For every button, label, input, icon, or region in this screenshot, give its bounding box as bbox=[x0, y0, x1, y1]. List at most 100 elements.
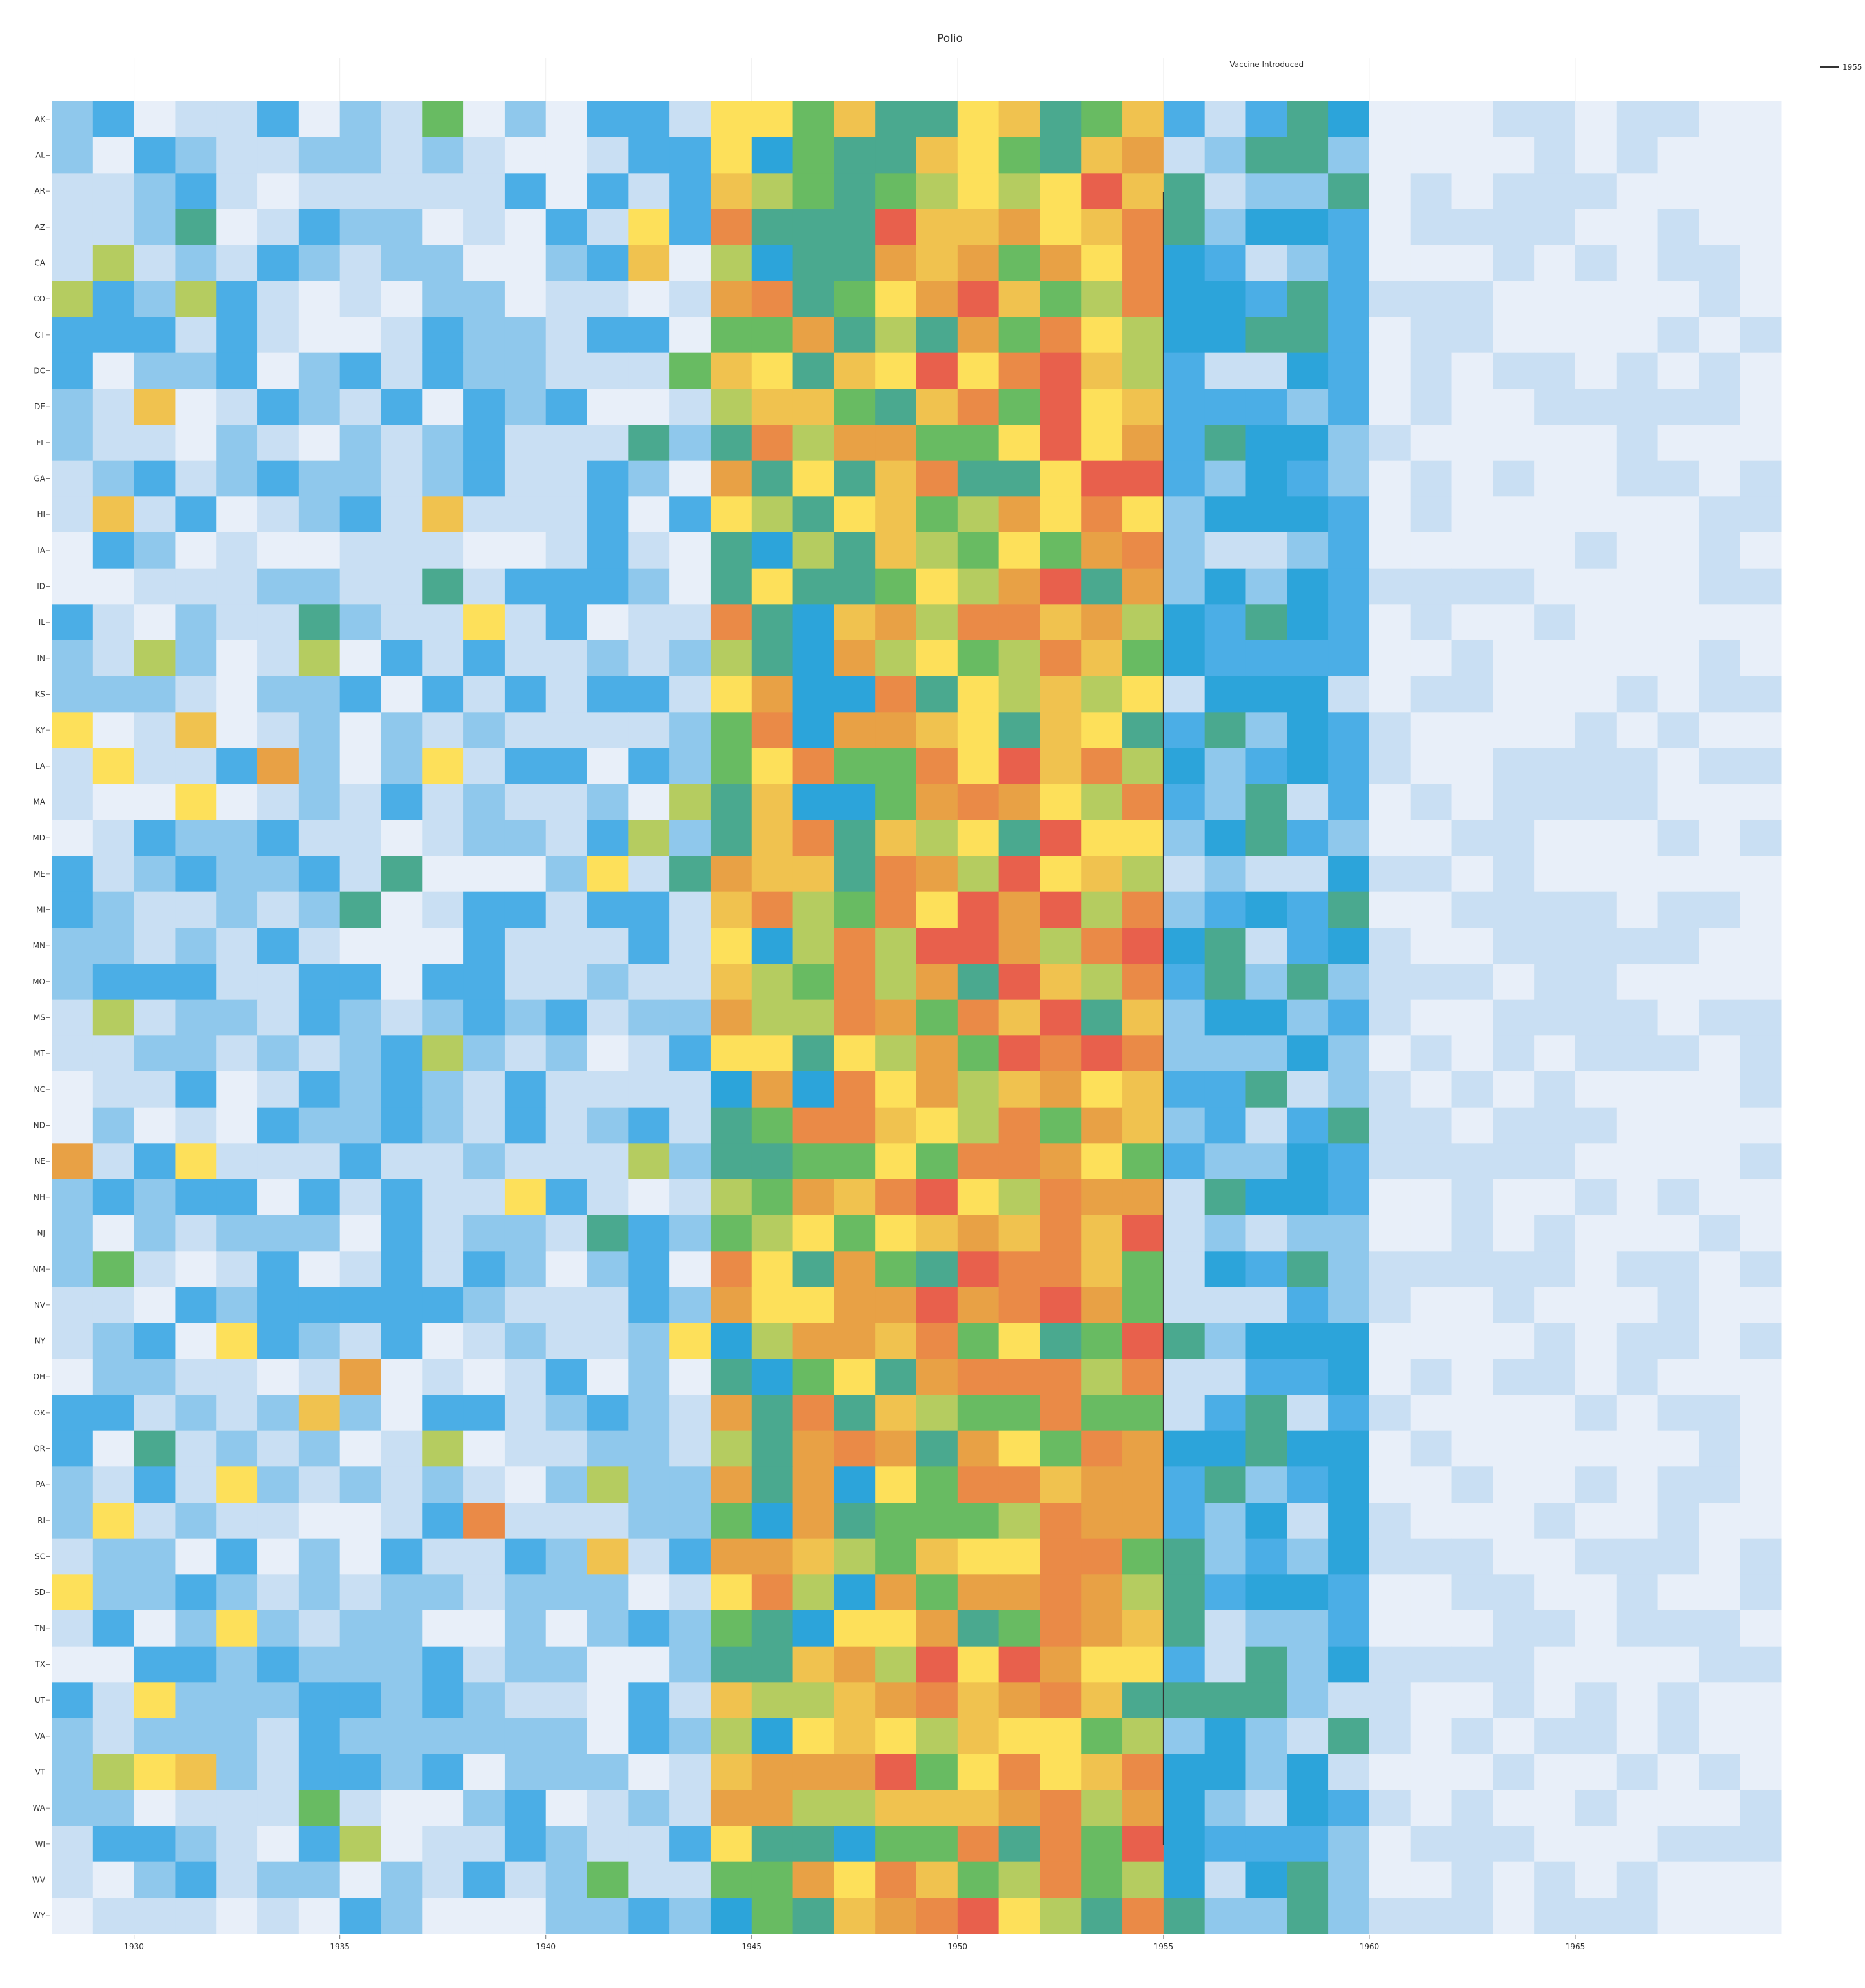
cell-ID-1961 bbox=[1410, 568, 1453, 605]
cell-WV-1959 bbox=[1328, 1861, 1370, 1898]
cell-NJ-1953 bbox=[1081, 1215, 1123, 1252]
cell-KS-1966 bbox=[1616, 676, 1658, 713]
cell-NC-1933 bbox=[257, 1071, 299, 1108]
cell-PA-1960 bbox=[1369, 1466, 1411, 1503]
cell-MN-1949 bbox=[916, 928, 958, 964]
cell-ND-1946 bbox=[792, 1107, 834, 1144]
cell-NC-1953 bbox=[1081, 1071, 1123, 1108]
cell-MO-1931 bbox=[175, 964, 217, 1000]
cell-DC-1945 bbox=[751, 352, 794, 389]
cell-TN-1929 bbox=[92, 1610, 135, 1647]
cell-OK-1932 bbox=[216, 1395, 258, 1432]
cell-MS-1967 bbox=[1657, 999, 1699, 1036]
cell-UT-1929 bbox=[92, 1682, 135, 1719]
cell-ID-1960 bbox=[1369, 568, 1411, 605]
cell-DC-1935 bbox=[339, 352, 381, 389]
cell-VA-1944 bbox=[710, 1718, 752, 1755]
cell-MD-1945 bbox=[751, 820, 794, 857]
cell-DE-1935 bbox=[339, 389, 381, 425]
cell-MT-1946 bbox=[792, 1035, 834, 1072]
cell-CA-1961 bbox=[1410, 245, 1453, 281]
cell-MS-1933 bbox=[257, 999, 299, 1036]
cell-KY-1956 bbox=[1204, 712, 1246, 749]
cell-AL-1960 bbox=[1369, 137, 1411, 174]
y-tick-label-CO: CO bbox=[34, 294, 45, 303]
cell-TX-1959 bbox=[1328, 1646, 1370, 1683]
cell-TX-1966 bbox=[1616, 1646, 1658, 1683]
cell-VT-1945 bbox=[751, 1754, 794, 1790]
cell-WA-1968 bbox=[1699, 1790, 1740, 1827]
cell-TX-1928 bbox=[52, 1646, 94, 1683]
cell-TN-1938 bbox=[463, 1610, 505, 1647]
cell-AK-1932 bbox=[216, 101, 258, 138]
cell-ID-1944 bbox=[710, 568, 752, 605]
cell-NH-1935 bbox=[339, 1179, 381, 1216]
cell-MO-1961 bbox=[1410, 964, 1453, 1000]
cell-MA-1961 bbox=[1410, 784, 1453, 820]
cell-MS-1935 bbox=[339, 999, 381, 1036]
cell-WY-1933 bbox=[257, 1898, 299, 1934]
cell-CA-1935 bbox=[339, 245, 381, 281]
cell-NJ-1946 bbox=[792, 1215, 834, 1252]
y-tick-label-ME: ME bbox=[34, 869, 45, 878]
cell-NH-1954 bbox=[1122, 1179, 1164, 1216]
cell-NM-1951 bbox=[998, 1251, 1040, 1288]
x-tick-label-1935: 1935 bbox=[330, 1942, 350, 1951]
cell-MS-1928 bbox=[52, 999, 94, 1036]
cell-MO-1944 bbox=[710, 964, 752, 1000]
cell-OK-1963 bbox=[1493, 1395, 1535, 1432]
cell-IL-1937 bbox=[422, 604, 464, 641]
cell-ME-1947 bbox=[834, 856, 876, 893]
cell-HI-1937 bbox=[422, 496, 464, 533]
cell-OH-1944 bbox=[710, 1359, 752, 1395]
cell-NM-1953 bbox=[1081, 1251, 1123, 1288]
cell-CA-1959 bbox=[1328, 245, 1370, 281]
cell-NM-1931 bbox=[175, 1251, 217, 1288]
cell-FL-1930 bbox=[134, 425, 176, 462]
cell-AK-1942 bbox=[628, 101, 670, 138]
cell-KY-1960 bbox=[1369, 712, 1411, 749]
cell-MS-1941 bbox=[587, 999, 629, 1036]
cell-ME-1951 bbox=[998, 856, 1040, 893]
cell-KS-1950 bbox=[957, 676, 1000, 713]
cell-NY-1961 bbox=[1410, 1323, 1453, 1359]
cell-RI-1959 bbox=[1328, 1503, 1370, 1539]
cell-LA-1942 bbox=[628, 748, 670, 785]
cell-ID-1968 bbox=[1699, 568, 1740, 605]
cell-GA-1940 bbox=[545, 460, 588, 497]
cell-GA-1964 bbox=[1534, 460, 1576, 497]
cell-IL-1955 bbox=[1163, 604, 1205, 641]
cell-WI-1936 bbox=[381, 1826, 423, 1863]
cell-SD-1960 bbox=[1369, 1574, 1411, 1611]
cell-SD-1953 bbox=[1081, 1574, 1123, 1611]
cell-PA-1931 bbox=[175, 1466, 217, 1503]
cell-IL-1944 bbox=[710, 604, 752, 641]
cell-ME-1963 bbox=[1493, 856, 1535, 893]
cell-HI-1945 bbox=[751, 496, 794, 533]
cell-MA-1944 bbox=[710, 784, 752, 820]
cell-OK-1940 bbox=[545, 1395, 588, 1432]
cell-MT-1966 bbox=[1616, 1035, 1658, 1072]
cell-AZ-1935 bbox=[339, 209, 381, 246]
cell-VA-1953 bbox=[1081, 1718, 1123, 1755]
cell-DE-1944 bbox=[710, 389, 752, 425]
cell-CO-1947 bbox=[834, 281, 876, 318]
cell-WA-1949 bbox=[916, 1790, 958, 1827]
cell-GA-1935 bbox=[339, 460, 381, 497]
cell-CA-1930 bbox=[134, 245, 176, 281]
cell-MS-1949 bbox=[916, 999, 958, 1036]
cell-MD-1942 bbox=[628, 820, 670, 857]
cell-AK-1948 bbox=[875, 101, 917, 138]
cell-SC-1929 bbox=[92, 1538, 135, 1575]
cell-MA-1948 bbox=[875, 784, 917, 820]
cell-IA-1969 bbox=[1740, 532, 1782, 569]
cell-IL-1961 bbox=[1410, 604, 1453, 641]
cell-IA-1947 bbox=[834, 532, 876, 569]
cell-TX-1938 bbox=[463, 1646, 505, 1683]
cell-MN-1930 bbox=[134, 928, 176, 964]
cell-HI-1928 bbox=[52, 496, 94, 533]
cell-CO-1965 bbox=[1575, 281, 1617, 318]
cell-CO-1952 bbox=[1040, 281, 1082, 318]
cell-TX-1961 bbox=[1410, 1646, 1453, 1683]
y-tick-label-IN: IN bbox=[37, 654, 45, 663]
